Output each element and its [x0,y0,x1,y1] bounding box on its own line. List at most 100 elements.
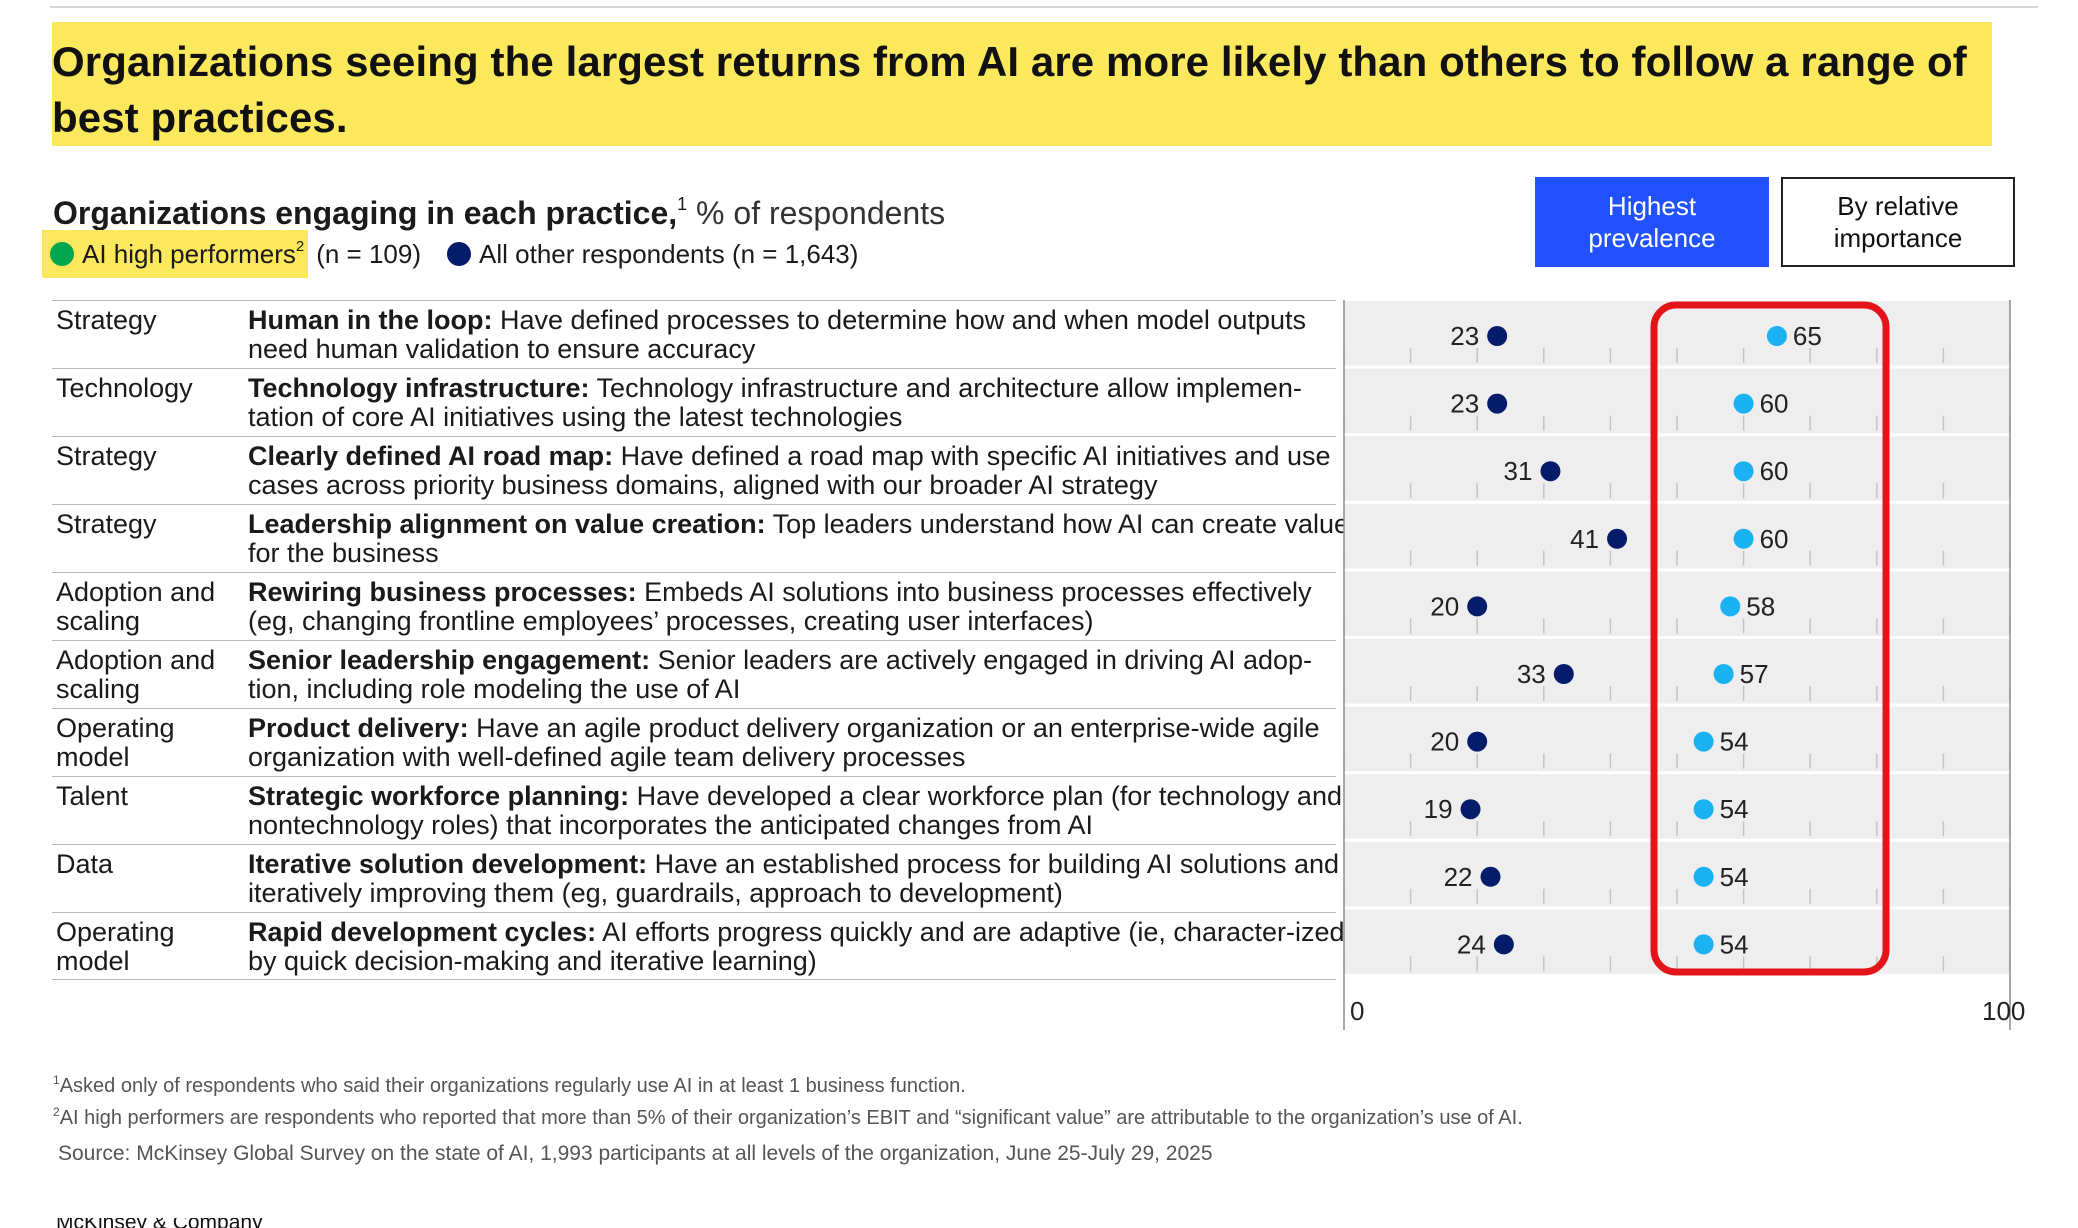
highest-prevalence-button[interactable]: Highest prevalence [1535,177,1769,267]
data-label-other: 22 [1444,862,1473,892]
data-label-high-performers: 65 [1793,321,1822,351]
row-practice-title: Clearly defined AI road map: [248,441,614,471]
data-label-high-performers: 58 [1746,591,1775,621]
table-row: Strategy Leadership alignment on value cr… [52,504,1349,572]
data-label-other: 20 [1430,591,1459,621]
point-other [1460,799,1481,820]
point-high-performers [1693,866,1714,887]
data-label-other: 20 [1430,727,1459,757]
data-label-high-performers: 60 [1760,389,1789,419]
point-high-performers [1733,528,1754,549]
dot-plot: 23 65 23 60 31 60 41 60 20 58 33 57 20 54 19 54 22 54 24 54 [1343,300,2024,1030]
data-label-high-performers: 54 [1720,929,1749,959]
row-description: Technology infrastructure: Technology in… [248,374,1358,432]
row-practice-title: Strategic workforce planning: [248,781,630,811]
x-axis-min-label: 0 [1350,996,1365,1026]
legend-label-high-performers: AI high performers2 [82,238,304,270]
relative-importance-label: By relative importance [1833,191,1963,253]
legend-high-text: AI high performers [82,239,296,269]
row-description: Human in the loop: Have defined processe… [248,306,1358,364]
data-label-high-performers: 60 [1760,456,1789,486]
data-label-other: 33 [1517,659,1546,689]
table-row: Technology Technology infrastructure: Tec… [52,368,1336,436]
footnotes: 1Asked only of respondents who said thei… [53,1067,1523,1131]
row-practice-text: Have an agile product delivery organizat… [248,713,1320,772]
point-high-performers [1733,393,1754,414]
legend-dot-high-performers [50,242,74,266]
row-description: Rewiring business processes: Embeds AI s… [248,578,1358,636]
brand-name: McKinsey & Company [56,1218,263,1228]
legend: AI high performers2 (n = 109) All other … [42,230,858,278]
table-row: Strategy Clearly defined AI road map: Hav… [52,436,1336,504]
table-row: Operating model Rapid development cycles:… [52,912,1345,980]
top-rule [50,6,2038,8]
data-label-high-performers: 54 [1720,862,1749,892]
chart-subtitle: Organizations engaging in each practice,… [53,184,945,233]
point-other [1467,596,1488,617]
point-other [1540,461,1561,482]
row-practice-text: Top leaders understand how AI can create… [248,509,1350,568]
row-description: Clearly defined AI road map: Have define… [248,442,1358,500]
practice-table: Strategy Human in the loop: Have defined … [52,300,1349,980]
point-high-performers [1713,664,1734,684]
row-practice-title: Leadership alignment on value creation: [248,509,766,539]
subtitle-unit: % of respondents [687,195,946,231]
point-high-performers [1733,461,1754,482]
row-practice-title: Rapid development cycles: [248,917,597,947]
point-other [1487,393,1508,414]
row-category: Adoption and scaling [56,577,216,636]
table-row: Data Iterative solution development: Have… [52,844,1340,912]
table-row: Strategy Human in the loop: Have defined … [52,300,1336,368]
row-practice-text: Have defined processes to determine how … [248,305,1306,364]
row-description: Rapid development cycles: AI efforts pro… [248,918,1358,976]
row-practice-title: Senior leadership engagement: [248,645,651,675]
row-category: Data [56,849,114,879]
chart-headline: Organizations seeing the largest returns… [52,38,1967,141]
row-practice-text: Technology infrastructure and architectu… [248,373,1302,432]
relative-importance-button[interactable]: By relative importance [1781,177,2015,267]
dot-plot-svg: 23 65 23 60 31 60 41 60 20 58 33 57 20 54 19 54 22 54 24 54 [1343,300,2011,1030]
data-label-other: 24 [1457,929,1486,959]
footnote-1: 1Asked only of respondents who said thei… [53,1067,1523,1099]
data-label-other: 23 [1450,321,1479,351]
table-row: Adoption and scaling Senior leadership en… [52,640,1336,708]
data-label-other: 19 [1424,794,1453,824]
row-practice-text: Have defined a road map with specific AI… [248,441,1331,500]
row-practice-title: Product delivery: [248,713,469,743]
footnote-1-text: Asked only of respondents who said their… [59,1075,966,1097]
row-category: Talent [56,781,129,811]
data-label-other: 31 [1504,456,1533,486]
footnote-1-marker: 1 [53,1073,60,1087]
legend-label-other: All other respondents (n = 1,643) [479,238,859,269]
row-category: Operating model [56,713,175,772]
headline-highlight: Organizations seeing the largest returns… [52,22,1992,146]
row-category: Strategy [56,441,157,471]
data-label-other: 41 [1570,524,1599,554]
point-other [1553,664,1574,684]
table-row: Adoption and scaling Rewiring business pr… [52,572,1336,640]
row-category: Adoption and scaling [56,645,216,704]
row-description: Senior leadership engagement: Senior lea… [248,646,1358,704]
row-practice-text: Have developed a clear workforce plan (f… [248,781,1342,840]
row-practice-text: Senior leaders are actively engaged in d… [248,645,1313,704]
highest-prevalence-label: Highest prevalence [1588,191,1716,253]
row-practice-text: Have an established process for building… [248,849,1340,908]
row-practice-text: AI efforts progress quickly and are adap… [248,917,1345,976]
row-practice-title: Rewiring business processes: [248,577,637,607]
point-high-performers [1693,731,1714,752]
row-category: Strategy [56,509,157,539]
row-practice-text: Embeds AI solutions into business proces… [248,577,1312,636]
row-description: Strategic workforce planning: Have devel… [248,782,1358,840]
highlight-box [1650,301,1890,976]
table-row: Operating model Product delivery: Have an… [52,708,1336,776]
row-category: Operating model [56,917,175,976]
subtitle-footnote-ref: 1 [677,194,688,214]
legend-n-high-performers: (n = 109) [316,238,422,269]
point-other [1607,528,1628,549]
point-high-performers [1766,326,1787,346]
point-other [1493,934,1514,955]
point-other [1467,731,1488,752]
footnote-2-text: AI high performers are respondents who r… [59,1107,1523,1129]
data-label-other: 23 [1450,389,1479,419]
legend-item-high-performers: AI high performers2 [42,230,309,278]
